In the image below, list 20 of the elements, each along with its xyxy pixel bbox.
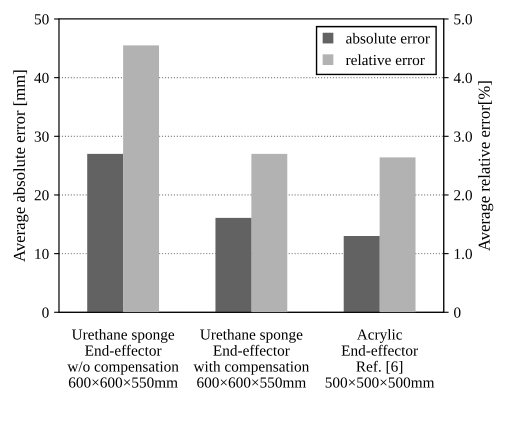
y2-axis-title: Average relative error[%] xyxy=(478,81,494,251)
legend-label: absolute error xyxy=(346,32,430,44)
y2-tick-label: 2.0 xyxy=(454,190,472,200)
bar xyxy=(380,157,416,312)
y-tick-label: 10 xyxy=(35,248,49,260)
legend-label: relative error xyxy=(346,54,425,66)
y2-tick-label: 0 xyxy=(454,307,461,318)
y-tick-label: 30 xyxy=(34,131,49,142)
x-tick-label: Acrylic End-effector Ref. [6] 500×500×500mm xyxy=(326,328,434,388)
y2-tick-label: 4.0 xyxy=(454,72,472,84)
y-tick-label: 50 xyxy=(34,14,49,24)
y-tick-label: 20 xyxy=(34,190,49,200)
x-tick-label: Urethane sponge End-effector with compensation 600×600×550mm xyxy=(193,328,310,388)
x-tick-label: Urethane sponge End-effector w/o compensation 600×600×550mm xyxy=(67,328,179,388)
y-axis-title: Average absolute error [mm] xyxy=(13,70,28,262)
y-tick-label: 0 xyxy=(42,307,49,318)
y2-tick-label: 5.0 xyxy=(454,14,472,25)
y2-tick-label: 3.0 xyxy=(454,131,472,142)
y2-tick-label: 1.0 xyxy=(454,248,472,260)
y-tick-label: 40 xyxy=(34,72,49,84)
